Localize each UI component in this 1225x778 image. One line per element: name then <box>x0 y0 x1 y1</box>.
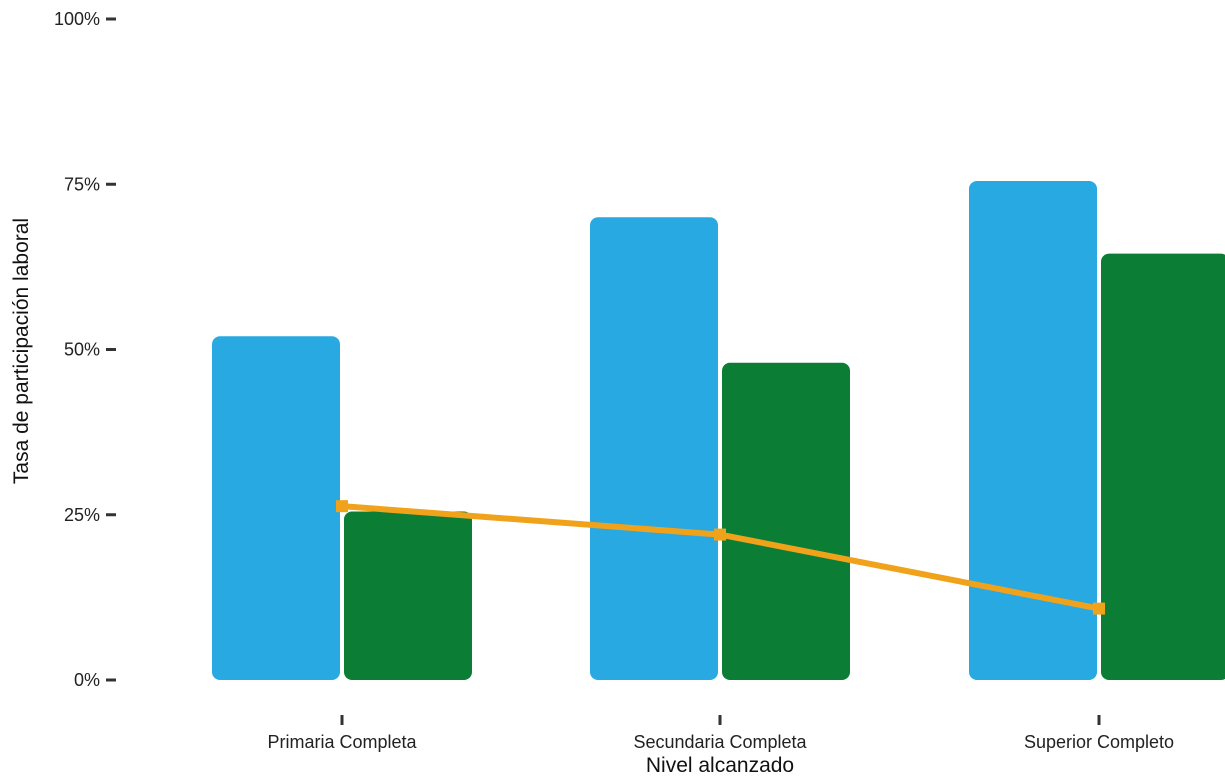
y-axis: 0% 25% 50% 75% 100% <box>54 9 116 690</box>
y-tick-label: 100% <box>54 9 100 29</box>
y-tick-label: 50% <box>64 340 100 360</box>
line-series <box>336 500 1105 615</box>
bar-series-1 <box>969 180 1097 680</box>
bar-series-2 <box>344 511 472 680</box>
bar-series-2 <box>722 362 850 680</box>
y-tick-label: 0% <box>74 670 100 690</box>
bar-series-1 <box>590 217 718 681</box>
y-tick-label: 25% <box>64 505 100 525</box>
x-tick-label: Superior Completo <box>1024 732 1174 752</box>
bars <box>212 180 1225 681</box>
bar-series-2 <box>1101 253 1225 680</box>
line-point <box>714 528 726 541</box>
x-tick-label: Primaria Completa <box>267 732 417 752</box>
y-tick-label: 75% <box>64 174 100 194</box>
x-axis: Primaria Completa Secundaria Completa Supe… <box>267 715 1174 752</box>
x-axis-title: Nivel alcanzado <box>646 754 794 777</box>
line-point <box>336 500 348 513</box>
y-axis-title: Tasa de participación laboral <box>10 218 33 484</box>
line-point <box>1093 602 1105 615</box>
x-tick-label: Secundaria Completa <box>633 732 807 752</box>
bar-series-1 <box>212 336 340 680</box>
